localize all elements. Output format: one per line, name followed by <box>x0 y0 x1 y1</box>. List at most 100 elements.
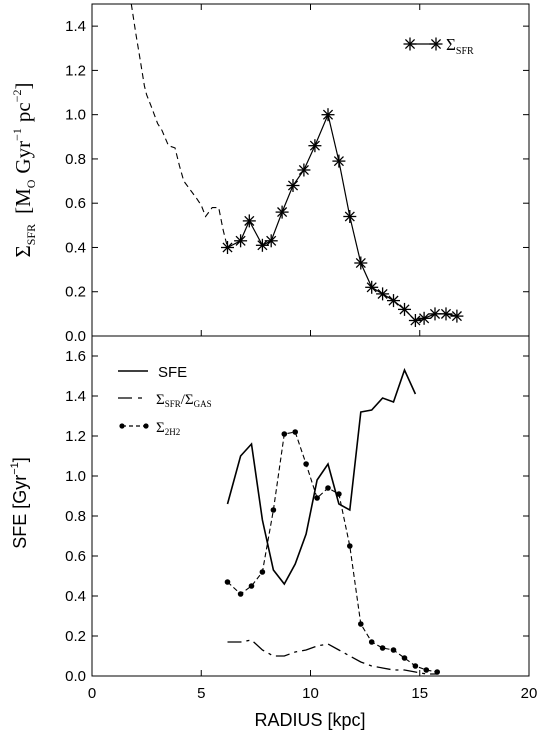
top-star-marker-1 <box>234 234 248 248</box>
top-ylabel-close: ] <box>11 83 35 90</box>
top-ylabel-exp2: −2 <box>10 90 24 103</box>
bottom-ylabel-close: ] <box>10 457 30 462</box>
series-h2-line <box>227 431 438 673</box>
top-star-marker-19 <box>428 307 442 321</box>
bottom-legend: SFE ΣSFR/ΣGAS Σ2H2 <box>118 364 212 437</box>
top-y-tick-label-5: 1.0 <box>65 107 86 124</box>
top-series-dashed-line <box>130 3 229 248</box>
series-ratio-line <box>227 639 438 675</box>
top-y-tick-label-6: 1.2 <box>65 62 86 79</box>
bottom-y-tick-label-2: 0.4 <box>65 588 86 605</box>
bottom-y-tick-label-3: 0.6 <box>65 548 86 565</box>
top-y-tick-label-7: 1.4 <box>65 18 86 35</box>
top-star-marker-16 <box>398 302 411 316</box>
h2-point-11 <box>347 543 353 549</box>
top-star-marker-2 <box>242 214 256 228</box>
top-legend-star-1 <box>403 37 417 51</box>
top-star-marker-8 <box>308 139 322 153</box>
top-star-marker-5 <box>275 205 289 219</box>
x-tick-label-2: 10 <box>302 685 319 702</box>
h2-point-4 <box>270 507 277 513</box>
top-star-marker-12 <box>354 256 368 270</box>
h2-point-5 <box>281 431 288 437</box>
top-legend-star-2 <box>429 37 443 51</box>
h2-point-10 <box>336 491 342 497</box>
top-ylabel-pc: pc <box>11 102 35 122</box>
legend-ratio-a-sub: SFR <box>165 399 181 409</box>
legend-ratio-slash: /Σ <box>181 392 194 408</box>
x-tick-label-3: 15 <box>411 685 428 702</box>
h2-point-6 <box>292 429 299 435</box>
bottom-y-tick-label-4: 0.8 <box>65 508 86 525</box>
top-ylabel-unit-sub: O <box>24 179 38 188</box>
h2-point-14 <box>379 645 386 651</box>
h2-point-1 <box>237 591 244 597</box>
top-star-marker-13 <box>365 280 379 294</box>
top-legend-markers <box>403 37 443 51</box>
top-star-marker-0 <box>221 241 234 254</box>
x-tick-label-1: 5 <box>197 685 205 702</box>
bottom-y-tick-label-1: 0.2 <box>65 628 86 645</box>
top-series <box>130 3 464 327</box>
top-star-marker-4 <box>264 234 278 248</box>
top-star-marker-21 <box>450 309 464 323</box>
legend-ratio-a: Σ <box>156 392 165 408</box>
top-y-tick-label-2: 0.4 <box>65 239 86 256</box>
top-star-marker-9 <box>321 108 335 122</box>
x-tick-label-4: 20 <box>521 685 538 702</box>
top-ylabel-sub: SFR <box>24 224 38 245</box>
top-ylabel-unit-rest: Gyr <box>11 141 35 174</box>
h2-point-3 <box>259 569 266 575</box>
top-star-marker-14 <box>376 287 390 301</box>
bottom-series <box>224 367 441 675</box>
bottom-ylabel-exp: −1 <box>9 462 21 475</box>
h2-point-12 <box>358 621 364 627</box>
h2-point-7 <box>303 461 309 467</box>
legend-label-ratio: ΣSFR/ΣGAS <box>156 392 212 409</box>
top-y-tick-label-4: 0.8 <box>65 151 86 168</box>
top-star-marker-11 <box>343 210 357 223</box>
top-y-tick-label-1: 0.2 <box>65 284 86 301</box>
top-star-marker-18 <box>417 311 431 325</box>
h2-point-2 <box>248 583 255 589</box>
bottom-plot-frame <box>91 335 530 677</box>
bottom-y-tick-label-0: 0.0 <box>65 668 86 685</box>
top-series-star-line <box>227 112 458 322</box>
bottom-axis-ticks: 0.0 0.2 0.4 0.6 0.8 1.0 1.2 1.4 1.6 0 5 10 15 20 <box>65 348 537 702</box>
h2-point-15 <box>390 647 397 653</box>
bottom-y-tick-label-8: 1.6 <box>65 348 86 365</box>
h2-point-19 <box>434 669 441 675</box>
top-y-ticks: 0.0 0.2 0.4 0.6 0.8 1.0 1.2 1.4 <box>65 4 530 345</box>
top-legend: ΣSFR <box>403 35 474 57</box>
x-tick-label-0: 0 <box>88 685 96 702</box>
legend-h2-sub: 2H2 <box>165 427 181 437</box>
bottom-y-tick-label-6: 1.2 <box>65 428 86 445</box>
h2-point-0 <box>224 579 231 585</box>
bottom-y-tick-label-7: 1.4 <box>65 388 86 405</box>
top-legend-sub: SFR <box>456 46 474 57</box>
top-star-marker-20 <box>439 307 453 321</box>
bottom-y-tick-label-5: 1.0 <box>65 468 86 485</box>
legend-h2-symbol: Σ <box>156 420 165 436</box>
series-sfe-line <box>226 367 417 586</box>
h2-point-13 <box>368 639 375 645</box>
top-legend-label: ΣSFR <box>446 35 474 57</box>
h2-point-16 <box>401 655 408 661</box>
legend-marker-h2-left <box>119 423 125 429</box>
top-star-marker-15 <box>387 294 400 308</box>
top-star-marker-10 <box>332 154 346 168</box>
legend-marker-h2-right <box>143 423 149 429</box>
legend-ratio-b-sub: GAS <box>194 399 212 409</box>
top-legend-symbol: Σ <box>446 35 456 54</box>
h2-point-9 <box>325 485 331 491</box>
top-ylabel-exp1: −1 <box>10 128 24 141</box>
h2-point-17 <box>412 663 419 669</box>
x-axis-label: RADIUS [kpc] <box>254 710 365 730</box>
top-star-marker-6 <box>286 179 300 192</box>
top-star-marker-7 <box>297 163 311 177</box>
bottom-ylabel-main: SFE [Gyr <box>10 475 30 549</box>
top-y-axis-label: ΣSFR [MO Gyr−1 pc−2] <box>10 83 38 258</box>
legend-label-sfe: SFE <box>158 364 187 381</box>
legend-label-h2: Σ2H2 <box>156 420 180 437</box>
